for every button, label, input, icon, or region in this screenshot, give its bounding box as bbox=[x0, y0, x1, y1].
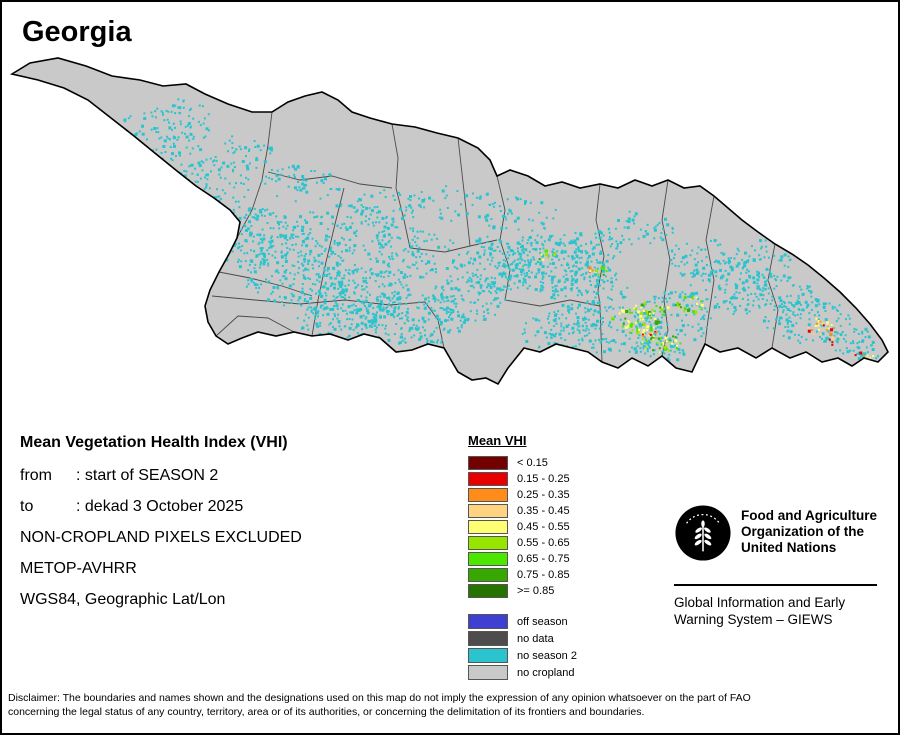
map-legend: Mean VHI < 0.15 0.15 - 0.25 0.25 - 0.35 … bbox=[468, 433, 577, 681]
fao-logo-icon bbox=[675, 505, 731, 561]
legend-item: 0.75 - 0.85 bbox=[468, 567, 577, 583]
legend-item: off season bbox=[468, 613, 577, 630]
fao-org-name: Food and Agriculture Organization of the… bbox=[741, 504, 877, 556]
giews-line: Global Information and Early bbox=[674, 595, 846, 610]
giews-line: Warning System – GIEWS bbox=[674, 612, 833, 627]
color-swatch bbox=[468, 614, 508, 629]
georgia-map bbox=[11, 57, 889, 385]
admin-boundaries bbox=[211, 111, 779, 363]
page-title: Georgia bbox=[22, 16, 132, 48]
legend-item: 0.55 - 0.65 bbox=[468, 535, 577, 551]
color-swatch bbox=[468, 584, 508, 598]
fao-org-line: Organization of the bbox=[741, 524, 864, 539]
projection-note: WGS84, Geographic Lat/Lon bbox=[20, 591, 226, 608]
color-swatch bbox=[468, 568, 508, 582]
to-label: to bbox=[20, 498, 34, 515]
legend-label: 0.75 - 0.85 bbox=[517, 569, 570, 581]
fao-footer-block: Food and Agriculture Organization of the… bbox=[674, 504, 882, 628]
fao-org-line: Food and Agriculture bbox=[741, 508, 877, 523]
color-swatch bbox=[468, 488, 508, 502]
legend-item: no season 2 bbox=[468, 647, 577, 664]
color-swatch bbox=[468, 536, 508, 550]
legend-item: >= 0.85 bbox=[468, 583, 577, 599]
giews-caption: Global Information and Early Warning Sys… bbox=[674, 594, 882, 628]
fao-org-line: United Nations bbox=[741, 540, 837, 555]
color-swatch bbox=[468, 552, 508, 566]
legend-label: no data bbox=[517, 632, 554, 645]
disclaimer-line: Disclaimer: The boundaries and names sho… bbox=[8, 692, 751, 704]
legend-label: 0.25 - 0.35 bbox=[517, 489, 570, 501]
footer-divider bbox=[674, 584, 877, 586]
to-value: : dekad 3 October 2025 bbox=[76, 498, 244, 515]
country-shape bbox=[12, 58, 888, 384]
disclaimer-line: concerning the legal status of any count… bbox=[8, 705, 645, 718]
legend-item: no data bbox=[468, 630, 577, 647]
legend-label: >= 0.85 bbox=[517, 585, 555, 597]
legend-label: 0.55 - 0.65 bbox=[517, 537, 570, 549]
excluded-note: NON-CROPLAND PIXELS EXCLUDED bbox=[20, 529, 302, 546]
color-swatch bbox=[468, 504, 508, 518]
from-row: from : start of SEASON 2 bbox=[20, 467, 302, 485]
color-swatch bbox=[468, 631, 508, 646]
color-swatch bbox=[468, 456, 508, 470]
color-swatch bbox=[468, 520, 508, 534]
to-row: to : dekad 3 October 2025 bbox=[20, 498, 302, 516]
legend-label: no cropland bbox=[517, 666, 575, 679]
disclaimer-text: Disclaimer: The boundaries and names sho… bbox=[8, 692, 892, 719]
status-classes: off season no data no season 2 no cropla… bbox=[468, 613, 577, 681]
color-swatch bbox=[468, 665, 508, 680]
legend-label: no season 2 bbox=[517, 649, 577, 662]
legend-label: 0.35 - 0.45 bbox=[517, 505, 570, 517]
color-swatch bbox=[468, 472, 508, 486]
legend-item: 0.15 - 0.25 bbox=[468, 471, 577, 487]
legend-label: 0.65 - 0.75 bbox=[517, 553, 570, 565]
from-value: : start of SEASON 2 bbox=[76, 467, 219, 484]
legend-item: 0.45 - 0.55 bbox=[468, 519, 577, 535]
map-info-block: Mean Vegetation Health Index (VHI) from … bbox=[20, 434, 302, 622]
legend-item: < 0.15 bbox=[468, 455, 577, 471]
vhi-classes: < 0.15 0.15 - 0.25 0.25 - 0.35 0.35 - 0.… bbox=[468, 455, 577, 599]
vhi-heading: Mean Vegetation Health Index (VHI) bbox=[20, 434, 288, 451]
legend-item: no cropland bbox=[468, 664, 577, 681]
legend-item: 0.65 - 0.75 bbox=[468, 551, 577, 567]
legend-item: 0.25 - 0.35 bbox=[468, 487, 577, 503]
legend-label: 0.15 - 0.25 bbox=[517, 473, 570, 485]
legend-label: < 0.15 bbox=[517, 457, 548, 469]
color-swatch bbox=[468, 648, 508, 663]
from-label: from bbox=[20, 467, 52, 484]
legend-label: off season bbox=[517, 615, 568, 628]
sensor-note: METOP-AVHRR bbox=[20, 560, 137, 577]
legend-title: Mean VHI bbox=[468, 433, 527, 448]
legend-label: 0.45 - 0.55 bbox=[517, 521, 570, 533]
legend-item: 0.35 - 0.45 bbox=[468, 503, 577, 519]
fao-identity: Food and Agriculture Organization of the… bbox=[674, 504, 882, 562]
